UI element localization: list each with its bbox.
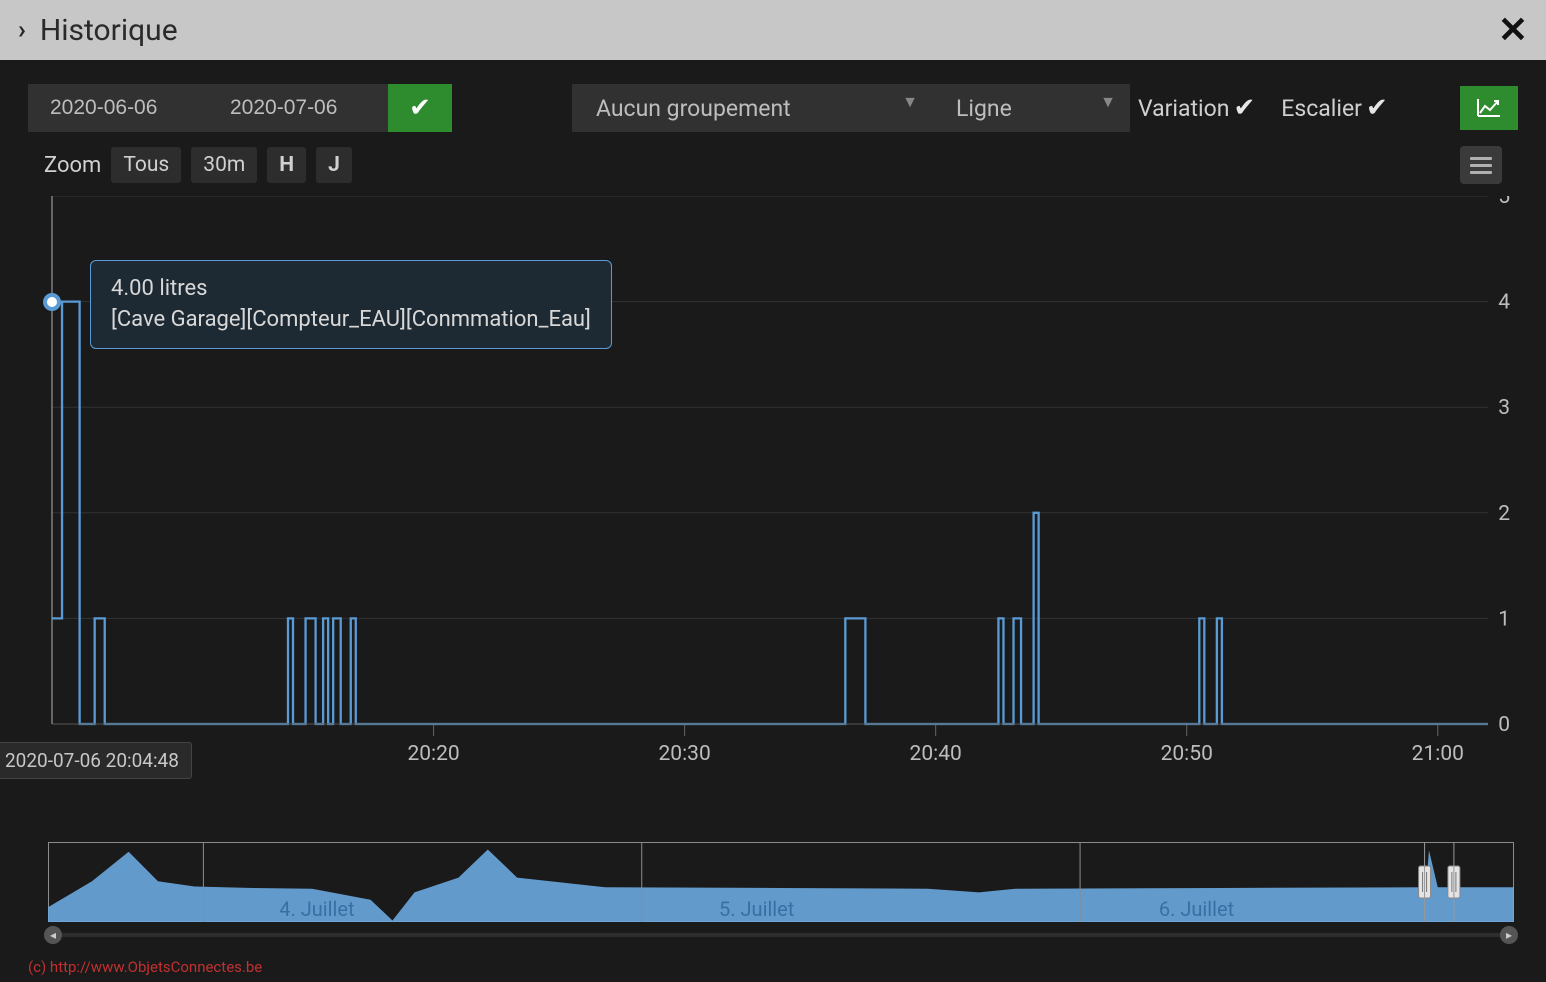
chart-line-icon <box>1476 97 1502 119</box>
svg-text:0: 0 <box>1498 713 1510 737</box>
confirm-button[interactable]: ✔ <box>388 84 452 132</box>
zoom-btn-j[interactable]: J <box>316 147 352 183</box>
check-icon: ✔ <box>1366 93 1388 123</box>
scroll-track[interactable] <box>62 933 1500 937</box>
chevron-right-icon: › <box>18 15 26 45</box>
scroll-right-button[interactable]: ▸ <box>1500 926 1518 944</box>
check-icon: ✔ <box>409 93 431 123</box>
svg-text:1: 1 <box>1498 607 1510 631</box>
chart-svg: 0 1 2 3 4 5 20:20 20:30 20:40 20:50 21:00 <box>44 196 1518 822</box>
escalier-label: Escalier <box>1281 95 1362 122</box>
date-to-input[interactable] <box>208 84 388 132</box>
grouping-select[interactable]: Aucun groupement ▼ <box>572 84 932 132</box>
zoom-btn-tous[interactable]: Tous <box>111 147 181 183</box>
caret-down-icon: ▼ <box>902 92 918 112</box>
hamburger-icon <box>1470 157 1492 160</box>
chart-type-value: Ligne <box>956 95 1012 122</box>
watermark-text: (c) http://www.ObjetsConnectes.be <box>28 958 262 976</box>
page-title: Historique <box>40 13 1498 48</box>
svg-text:21:00: 21:00 <box>1412 742 1464 766</box>
svg-text:4: 4 <box>1498 291 1510 315</box>
svg-text:20:30: 20:30 <box>658 742 710 766</box>
grouping-value: Aucun groupement <box>596 95 791 122</box>
navigator-scrollbar[interactable]: ◂ ▸ <box>44 926 1518 944</box>
series-marker <box>43 293 61 311</box>
scroll-left-button[interactable]: ◂ <box>44 926 62 944</box>
chart-menu-button[interactable] <box>1460 146 1502 184</box>
svg-text:20:20: 20:20 <box>407 742 459 766</box>
zoom-label: Zoom <box>44 153 101 178</box>
escalier-toggle[interactable]: Escalier ✔ <box>1281 93 1405 123</box>
controls-row: ✔ Aucun groupement ▼ Ligne ▼ Variation ✔… <box>0 60 1546 140</box>
svg-text:6. Juillet: 6. Juillet <box>1159 897 1234 921</box>
caret-down-icon: ▼ <box>1100 92 1116 112</box>
chart-export-button[interactable] <box>1460 86 1518 130</box>
main-chart[interactable]: 01234520:2020:3020:4020:5021:00 4.00 lit… <box>44 196 1518 822</box>
svg-text:5. Juillet: 5. Juillet <box>719 897 794 921</box>
svg-text:5: 5 <box>1498 196 1510 209</box>
navigator-svg: 4. Juillet 5. Juillet 6. Juillet <box>44 840 1518 926</box>
date-from-input[interactable] <box>28 84 208 132</box>
modal-header: › Historique ✕ <box>0 0 1546 60</box>
zoom-btn-h[interactable]: H <box>267 147 306 183</box>
variation-toggle[interactable]: Variation ✔ <box>1138 93 1273 123</box>
navigator[interactable]: 4. Juillet5. Juillet6. Juillet ◂ ▸ <box>44 840 1518 938</box>
zoom-btn-30m[interactable]: 30m <box>191 147 257 183</box>
check-icon: ✔ <box>1233 93 1255 123</box>
close-icon[interactable]: ✕ <box>1498 12 1528 48</box>
crosshair-label: 2020-07-06 20:04:48 <box>0 742 192 779</box>
chart-type-select[interactable]: Ligne ▼ <box>932 84 1130 132</box>
variation-label: Variation <box>1138 95 1229 122</box>
svg-text:20:50: 20:50 <box>1161 742 1213 766</box>
svg-text:3: 3 <box>1498 396 1510 420</box>
zoom-row: Zoom Tous 30m HJ <box>0 140 1546 192</box>
svg-text:2: 2 <box>1498 502 1510 526</box>
svg-text:4. Juillet: 4. Juillet <box>279 897 354 921</box>
svg-text:20:40: 20:40 <box>910 742 962 766</box>
